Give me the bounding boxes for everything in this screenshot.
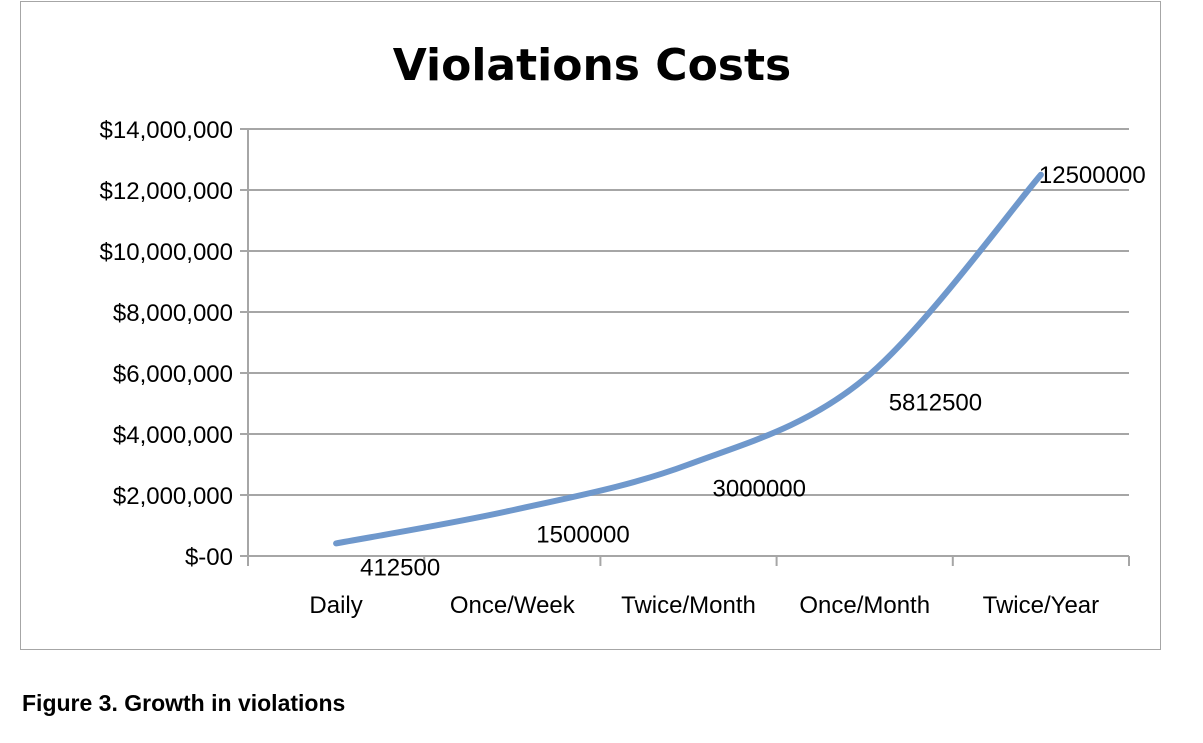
x-tick-label: Twice/Month: [621, 592, 756, 619]
y-tick-label: $8,000,000: [113, 300, 233, 327]
y-tick-label: $14,000,000: [100, 117, 233, 144]
chart-frame: Violations Costs $-00 $2,000,000 $4,000,00…: [20, 1, 1161, 650]
figure-caption: Figure 3. Growth in violations: [22, 690, 346, 716]
data-label: 3000000: [713, 476, 806, 503]
y-tick-label: $6,000,000: [113, 361, 233, 388]
y-tick-label: $4,000,000: [113, 422, 233, 449]
y-tick-label: $12,000,000: [100, 178, 233, 205]
chart-title: Violations Costs: [393, 40, 791, 91]
x-tick-label: Twice/Year: [983, 592, 1100, 619]
data-label: 12500000: [1039, 162, 1146, 189]
data-label: 5812500: [889, 390, 982, 417]
data-label: 1500000: [536, 521, 629, 548]
series-line: [333, 171, 1044, 547]
y-tick-label: $-00: [185, 544, 233, 571]
y-tick-label: $2,000,000: [113, 483, 233, 510]
data-label: 412500: [360, 554, 440, 581]
x-tick-label: Daily: [309, 592, 362, 619]
x-tick-label: Once/Month: [799, 592, 930, 619]
y-tick-label: $10,000,000: [100, 239, 233, 266]
x-tick-label: Once/Week: [450, 592, 576, 619]
line-chart: Violations Costs $-00 $2,000,000 $4,000,00…: [100, 40, 1146, 619]
